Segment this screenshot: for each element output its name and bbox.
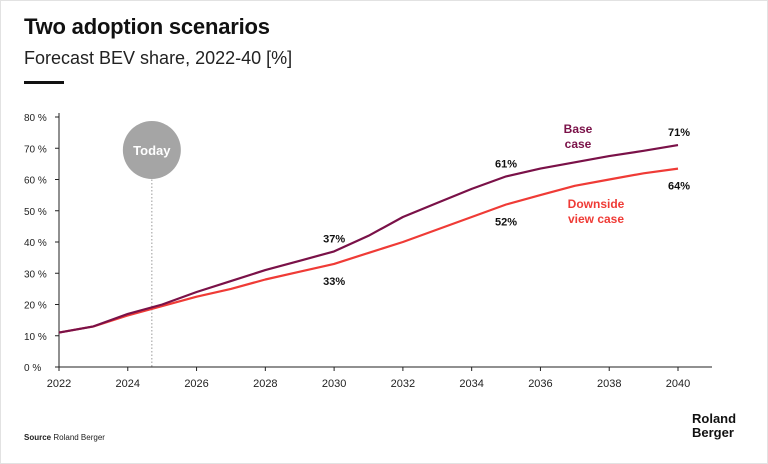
y-tick-label: 30 % — [24, 269, 47, 280]
y-tick-label: 10 % — [24, 332, 47, 343]
x-tick-label: 2036 — [528, 378, 552, 390]
y-tick-label: 0 % — [24, 363, 41, 374]
data-label: 52% — [495, 217, 517, 229]
x-tick-label: 2040 — [666, 378, 690, 390]
y-tick-label: 50 % — [24, 207, 47, 218]
source-note: Source Roland Berger — [24, 433, 105, 442]
x-tick-label: 2026 — [184, 378, 208, 390]
source-value: Roland Berger — [53, 433, 105, 442]
y-tick-label: 80 % — [24, 113, 47, 124]
x-tick-label: 2022 — [47, 378, 71, 390]
data-label: 33% — [323, 276, 345, 288]
series-line-downside-case — [58, 167, 679, 334]
x-tick-label: 2030 — [322, 378, 346, 390]
series-label-downside-case: view case — [568, 212, 624, 226]
data-label: 61% — [495, 158, 517, 170]
today-label: Today — [133, 143, 171, 158]
series-line-base-case — [58, 144, 679, 334]
source-label: Source — [24, 433, 52, 442]
logo-line-1: Roland — [692, 411, 737, 426]
chart-title: Two adoption scenarios — [24, 14, 270, 39]
y-tick-label: 70 % — [24, 144, 47, 155]
y-tick-label: 20 % — [24, 301, 47, 312]
chart-subtitle: Forecast BEV share, 2022-40 [%] — [24, 48, 293, 68]
brand-logo: Roland Berger — [692, 412, 736, 440]
data-label: 37% — [323, 233, 345, 245]
y-tick-label: 40 % — [24, 238, 47, 249]
x-tick-label: 2034 — [459, 378, 483, 390]
logo-line-2: Berger — [692, 425, 734, 440]
x-tick-label: 2028 — [253, 378, 277, 390]
series-label-base-case: Base — [564, 122, 593, 136]
series-label-base-case: case — [565, 137, 592, 151]
data-label: 71% — [668, 127, 690, 139]
y-tick-label: 60 % — [24, 176, 47, 187]
data-label: 64% — [668, 181, 690, 193]
x-tick-label: 2032 — [391, 378, 415, 390]
today-circle — [122, 121, 181, 179]
title-underline — [24, 81, 64, 84]
x-tick-label: 2024 — [116, 378, 140, 390]
series-label-downside-case: Downside — [568, 197, 625, 211]
x-tick-label: 2038 — [597, 378, 621, 390]
